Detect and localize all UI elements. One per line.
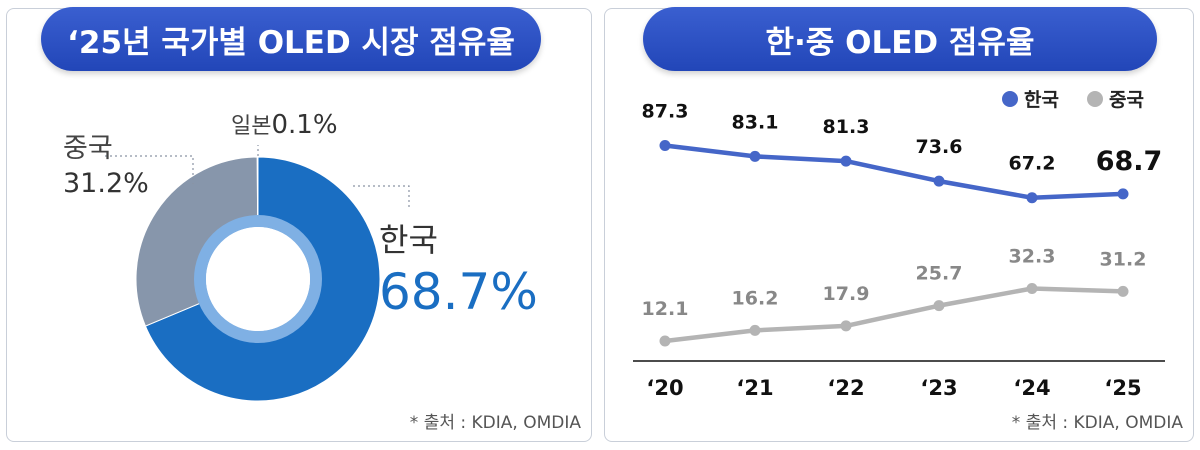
donut-chart: 한국 68.7% 중국 31.2% 일본0.1% — [63, 110, 538, 402]
series-line-0 — [662, 143, 1126, 200]
series-1-label-1: 16.2 — [732, 287, 779, 309]
series-1-point-1 — [749, 324, 761, 336]
series-0-label-1: 83.1 — [732, 111, 779, 133]
line-panel: 한·중 OLED 점유율 한국 중국 87.3 83.1 81.3 73.6 67.2 68… — [604, 7, 1194, 442]
series-1-point-0 — [659, 335, 671, 347]
series-0-point-4 — [1026, 192, 1038, 204]
line-chart: 한국 중국 87.3 83.1 81.3 73.6 67.2 68.7 12.1 16.2 17.… — [633, 89, 1165, 400]
donut-source: * 출처 : KDIA, OMDIA — [409, 413, 581, 433]
series-0-label-0: 87.3 — [642, 100, 689, 122]
line-title: 한·중 OLED 점유율 — [643, 7, 1157, 71]
x-tick-4: ‘24 — [1013, 376, 1050, 400]
series-0-label-2: 81.3 — [823, 116, 870, 138]
donut-title: ‘25년 국가별 OLED 시장 점유율 — [41, 7, 541, 71]
donut-inner-ring — [194, 215, 322, 343]
legend-marker-1 — [1087, 91, 1103, 107]
series-1-label-4: 32.3 — [1009, 245, 1056, 267]
leader-china — [105, 155, 194, 184]
x-tick-1: ‘21 — [736, 376, 773, 400]
series-1-label-5: 31.2 — [1100, 248, 1147, 270]
line-source: * 출처 : KDIA, OMDIA — [1011, 413, 1183, 433]
series-0-point-0 — [659, 139, 671, 151]
series-1-point-5 — [1117, 285, 1129, 297]
series-1-label-3: 25.7 — [916, 263, 963, 285]
value-china: 31.2% — [63, 168, 149, 199]
series-1-label-2: 17.9 — [823, 283, 870, 305]
series-1-label-0: 12.1 — [642, 298, 689, 320]
label-japan-name: 일본 — [231, 114, 271, 139]
x-tick-3: ‘23 — [920, 376, 957, 400]
x-tick-2: ‘22 — [827, 376, 864, 400]
series-0-label-5: 68.7 — [1096, 146, 1163, 177]
series-0-label-4: 67.2 — [1009, 153, 1056, 175]
donut-hole — [206, 227, 310, 331]
series-0-point-2 — [840, 155, 852, 167]
series-1-point-4 — [1026, 282, 1038, 294]
value-korea: 68.7% — [379, 263, 538, 321]
series-0-point-1 — [749, 150, 761, 162]
x-tick-5: ‘25 — [1104, 376, 1141, 400]
label-japan-value: 0.1% — [271, 110, 337, 140]
series-line-1 — [662, 286, 1126, 344]
label-korea: 한국 — [379, 221, 438, 259]
series-1-point-3 — [933, 300, 945, 312]
donut-panel: ‘25년 국가별 OLED 시장 점유율 한국 68.7% 중국 31.2% 일본0.1… — [6, 7, 592, 442]
donut-slice-0 — [144, 156, 381, 402]
series-1-point-2 — [840, 320, 852, 332]
x-tick-0: ‘20 — [646, 376, 683, 400]
legend-marker-0 — [1002, 91, 1018, 107]
label-japan: 일본0.1% — [231, 110, 338, 140]
series-0-point-5 — [1117, 188, 1129, 200]
series-0-point-3 — [933, 175, 945, 187]
legend-label-0: 한국 — [1024, 89, 1059, 111]
series-0-label-3: 73.6 — [916, 136, 963, 158]
legend-label-1: 중국 — [1109, 89, 1144, 111]
leader-korea — [353, 185, 410, 209]
label-china: 중국 — [63, 133, 113, 164]
